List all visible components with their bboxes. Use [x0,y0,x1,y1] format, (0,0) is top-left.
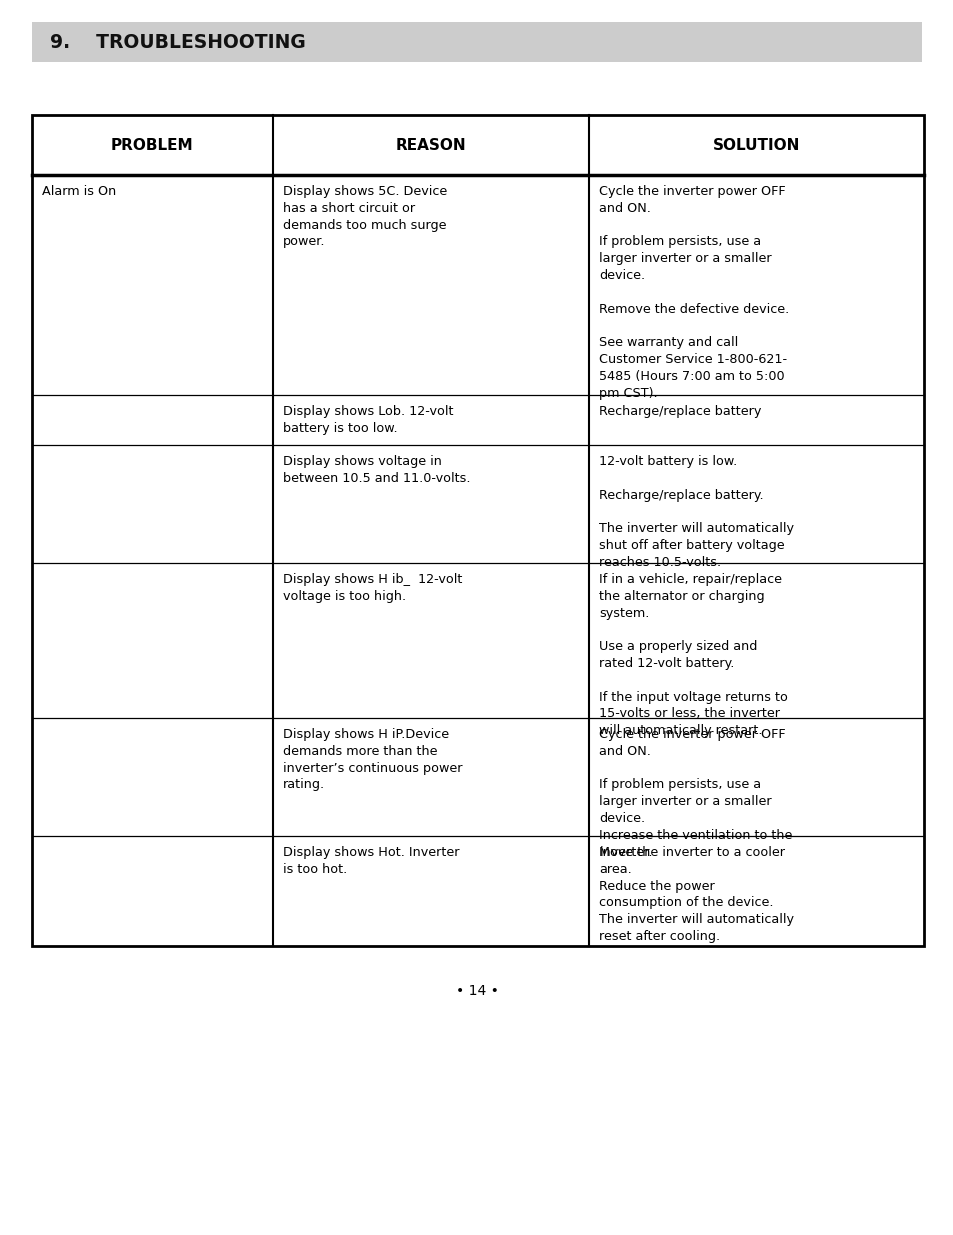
Text: PROBLEM: PROBLEM [111,137,193,152]
Text: Move the inverter to a cooler
area.
Reduce the power
consumption of the device.
: Move the inverter to a cooler area. Redu… [598,846,794,944]
Text: SOLUTION: SOLUTION [712,137,800,152]
Text: Recharge/replace battery: Recharge/replace battery [598,405,761,417]
Text: Display shows Lob. 12-volt
battery is too low.: Display shows Lob. 12-volt battery is to… [282,405,453,435]
Text: 12-volt battery is low.

Recharge/replace battery.

The inverter will automatica: 12-volt battery is low. Recharge/replace… [598,454,794,569]
Text: If in a vehicle, repair/replace
the alternator or charging
system.

Use a proper: If in a vehicle, repair/replace the alte… [598,573,787,737]
Text: Cycle the inverter power OFF
and ON.

If problem persists, use a
larger inverter: Cycle the inverter power OFF and ON. If … [598,185,789,400]
Text: • 14 •: • 14 • [456,984,497,998]
Text: Alarm is On: Alarm is On [42,185,116,198]
Text: Display shows 5C. Device
has a short circuit or
demands too much surge
power.: Display shows 5C. Device has a short cir… [282,185,447,248]
Bar [32,115,923,946]
Text: Display shows H ib_  12-volt
voltage is too high.: Display shows H ib_ 12-volt voltage is t… [282,573,462,603]
Bar [32,22,921,62]
Text: Cycle the inverter power OFF
and ON.

If problem persists, use a
larger inverter: Cycle the inverter power OFF and ON. If … [598,727,792,858]
Text: REASON: REASON [395,137,466,152]
Text: Display shows Hot. Inverter
is too hot.: Display shows Hot. Inverter is too hot. [282,846,458,876]
Bar [32,115,923,946]
Text: 9.    TROUBLESHOOTING: 9. TROUBLESHOOTING [50,32,305,52]
Text: Display shows voltage in
between 10.5 and 11.0-volts.: Display shows voltage in between 10.5 an… [282,454,470,485]
Text: Display shows H iP.Device
demands more than the
inverter’s continuous power
rati: Display shows H iP.Device demands more t… [282,727,462,792]
